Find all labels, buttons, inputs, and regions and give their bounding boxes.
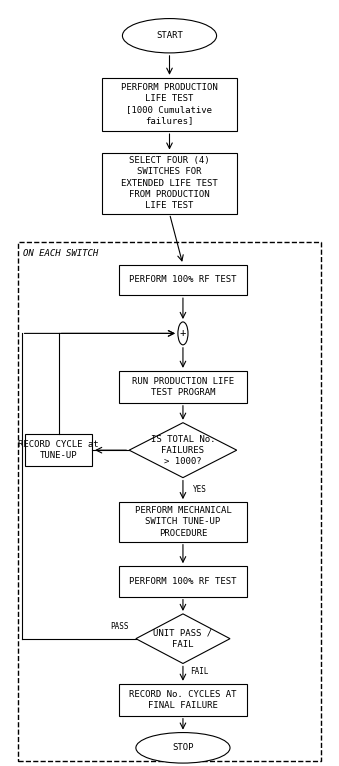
Ellipse shape xyxy=(136,732,230,763)
FancyBboxPatch shape xyxy=(25,434,92,466)
Text: IS TOTAL No.
FAILURES
> 1000?: IS TOTAL No. FAILURES > 1000? xyxy=(151,434,215,466)
Text: RECORD CYCLE at
TUNE-UP: RECORD CYCLE at TUNE-UP xyxy=(18,440,99,460)
Text: PERFORM 100% RF TEST: PERFORM 100% RF TEST xyxy=(129,276,237,284)
Ellipse shape xyxy=(122,18,217,53)
FancyBboxPatch shape xyxy=(119,502,247,542)
FancyBboxPatch shape xyxy=(102,152,237,214)
FancyBboxPatch shape xyxy=(119,371,247,403)
Text: RUN PRODUCTION LIFE
TEST PROGRAM: RUN PRODUCTION LIFE TEST PROGRAM xyxy=(132,377,234,397)
Text: SELECT FOUR (4)
SWITCHES FOR
EXTENDED LIFE TEST
FROM PRODUCTION
LIFE TEST: SELECT FOUR (4) SWITCHES FOR EXTENDED LI… xyxy=(121,156,218,210)
Text: FAIL: FAIL xyxy=(190,667,208,676)
Text: PERFORM MECHANICAL
SWITCH TUNE-UP
PROCEDURE: PERFORM MECHANICAL SWITCH TUNE-UP PROCED… xyxy=(135,506,231,538)
Text: PASS: PASS xyxy=(111,622,129,631)
Circle shape xyxy=(178,322,188,345)
Text: YES: YES xyxy=(193,486,207,494)
Text: START: START xyxy=(156,31,183,41)
Text: UNIT PASS /
FAIL: UNIT PASS / FAIL xyxy=(153,629,213,649)
FancyBboxPatch shape xyxy=(119,684,247,715)
Polygon shape xyxy=(129,423,237,478)
Text: PERFORM PRODUCTION
LIFE TEST
[1000 Cumulative
failures]: PERFORM PRODUCTION LIFE TEST [1000 Cumul… xyxy=(121,83,218,126)
FancyBboxPatch shape xyxy=(119,566,247,597)
Text: +: + xyxy=(180,329,186,339)
FancyBboxPatch shape xyxy=(119,265,247,295)
Text: STOP: STOP xyxy=(172,743,194,752)
FancyBboxPatch shape xyxy=(102,77,237,131)
Text: RECORD No. CYCLES AT
FINAL FAILURE: RECORD No. CYCLES AT FINAL FAILURE xyxy=(129,689,237,710)
Text: ON EACH SWITCH: ON EACH SWITCH xyxy=(23,250,99,258)
Text: PERFORM 100% RF TEST: PERFORM 100% RF TEST xyxy=(129,577,237,586)
Polygon shape xyxy=(136,614,230,663)
